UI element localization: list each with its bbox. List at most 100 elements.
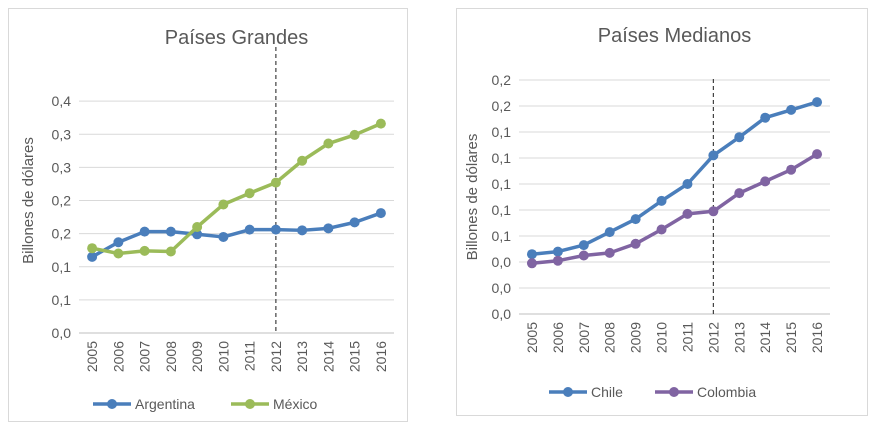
data-point-argentina — [244, 224, 255, 235]
data-point-argentina — [139, 226, 150, 237]
data-point-argentina — [113, 237, 124, 248]
x-tick-label: 2014 — [320, 341, 336, 372]
x-tick-label: 2008 — [602, 322, 618, 353]
data-point-mexico — [218, 199, 229, 210]
y-tick-label: 0,0 — [492, 254, 512, 270]
data-point-argentina — [375, 208, 386, 219]
data-point-chile — [786, 104, 797, 115]
x-tick-label: 2007 — [576, 322, 592, 353]
y-tick-label: 0,2 — [52, 193, 72, 209]
chart-paises-medianos: Países Medianos 0,0 0,0 0,0 0,1 0,1 0,1 0,1 0,1 0… — [464, 25, 830, 400]
data-point-mexico — [113, 248, 124, 259]
data-point-colombia — [578, 250, 589, 261]
chart-panel-paises-medianos: Países Medianos 0,0 0,0 0,0 0,1 0,1 0,1 0,1 0,1 0… — [456, 8, 868, 416]
x-tick-label: 2015 — [347, 341, 363, 372]
x-tick-label: 2016 — [373, 341, 389, 372]
y-tick-label: 0,4 — [52, 93, 72, 109]
chart-title: Países Medianos — [598, 25, 751, 47]
y-tick-label: 0,1 — [492, 176, 512, 192]
data-point-chile — [630, 214, 641, 225]
data-point-argentina — [323, 223, 334, 234]
data-point-colombia — [630, 238, 641, 249]
x-tick-label: 2013 — [731, 322, 747, 353]
y-tick-label: 0,2 — [52, 226, 72, 242]
data-point-argentina — [270, 224, 281, 235]
x-tick-label: 2013 — [294, 341, 310, 372]
x-tick-label: 2009 — [189, 341, 205, 372]
data-point-mexico — [375, 118, 386, 129]
data-point-chile — [708, 150, 719, 161]
y-tick-label: 0,1 — [492, 124, 512, 140]
x-tick-label: 2010 — [215, 341, 231, 372]
y-tick-label: 0,1 — [52, 259, 72, 275]
data-point-mexico — [297, 155, 308, 166]
data-point-colombia — [812, 149, 823, 160]
y-tick-label: 0,1 — [492, 202, 512, 218]
data-point-chile — [682, 179, 693, 189]
data-point-argentina — [218, 231, 229, 242]
data-point-colombia — [708, 206, 719, 217]
legend-label-chile: Chile — [591, 384, 623, 400]
data-point-mexico — [349, 129, 360, 140]
legend-marker-chile — [563, 387, 573, 397]
y-tick-label: 0,1 — [492, 228, 512, 244]
data-point-chile — [734, 132, 745, 143]
legend-marker-mexico — [245, 399, 255, 409]
data-point-colombia — [552, 255, 563, 266]
data-point-colombia — [734, 188, 745, 199]
legend-marker-colombia — [669, 387, 679, 397]
x-tick-label: 2007 — [137, 341, 153, 372]
data-point-chile — [604, 227, 615, 238]
data-point-mexico — [244, 188, 255, 199]
x-tick-label: 2011 — [242, 341, 258, 371]
data-point-chile — [526, 249, 537, 260]
y-tick-label: 0,3 — [52, 126, 72, 142]
data-point-mexico — [270, 177, 281, 188]
data-point-argentina — [87, 251, 98, 262]
legend-label-mexico: México — [273, 396, 318, 412]
data-point-chile — [656, 195, 667, 206]
data-point-chile — [812, 97, 823, 108]
data-point-argentina — [297, 225, 308, 236]
data-point-chile — [552, 246, 563, 257]
x-tick-label: 2009 — [628, 322, 644, 353]
data-point-chile — [760, 112, 771, 123]
y-tick-label: 0,2 — [492, 98, 512, 114]
data-point-chile — [578, 240, 589, 251]
data-point-mexico — [192, 222, 203, 232]
data-point-colombia — [656, 224, 667, 235]
x-tick-label: 2015 — [783, 322, 799, 353]
y-tick-label: 0,2 — [492, 72, 512, 88]
x-tick-label: 2008 — [163, 341, 179, 372]
legend-label-argentina: Argentina — [135, 396, 195, 412]
x-tick-label: 2006 — [110, 341, 126, 372]
data-point-colombia — [682, 208, 693, 219]
data-point-argentina — [349, 217, 360, 228]
data-point-argentina — [192, 229, 203, 240]
data-point-mexico — [165, 246, 176, 257]
x-tick-label: 2005 — [524, 322, 540, 353]
chart-paises-grandes: Países Grandes 0,0 0,1 0,1 0,2 0,2 0,3 0,3 0,4 20… — [20, 27, 394, 412]
data-point-colombia — [786, 164, 797, 175]
x-tick-label: 2011 — [679, 322, 695, 352]
y-tick-label: 0,0 — [492, 306, 512, 322]
legend-label-colombia: Colombia — [697, 384, 756, 400]
y-tick-label: 0,3 — [52, 159, 72, 175]
data-point-colombia — [526, 258, 537, 269]
y-axis-label: Billones de dólares — [464, 134, 481, 261]
data-point-argentina — [165, 226, 176, 237]
data-point-mexico — [87, 243, 98, 254]
x-tick-label: 2016 — [809, 322, 825, 353]
x-tick-label: 2005 — [84, 341, 100, 372]
y-tick-label: 0,0 — [52, 325, 72, 341]
x-tick-label: 2012 — [268, 341, 284, 372]
x-tick-label: 2014 — [757, 322, 773, 353]
data-point-colombia — [760, 176, 771, 187]
legend-marker-argentina — [107, 399, 117, 409]
chart-title: Países Grandes — [165, 27, 308, 49]
data-point-mexico — [323, 138, 334, 149]
chart-panel-paises-grandes: Países Grandes 0,0 0,1 0,1 0,2 0,2 0,3 0,3 0,4 20… — [8, 8, 408, 422]
y-axis-label: Billones de dólares — [20, 137, 37, 264]
y-tick-label: 0,0 — [492, 280, 512, 296]
y-tick-label: 0,1 — [52, 292, 72, 308]
